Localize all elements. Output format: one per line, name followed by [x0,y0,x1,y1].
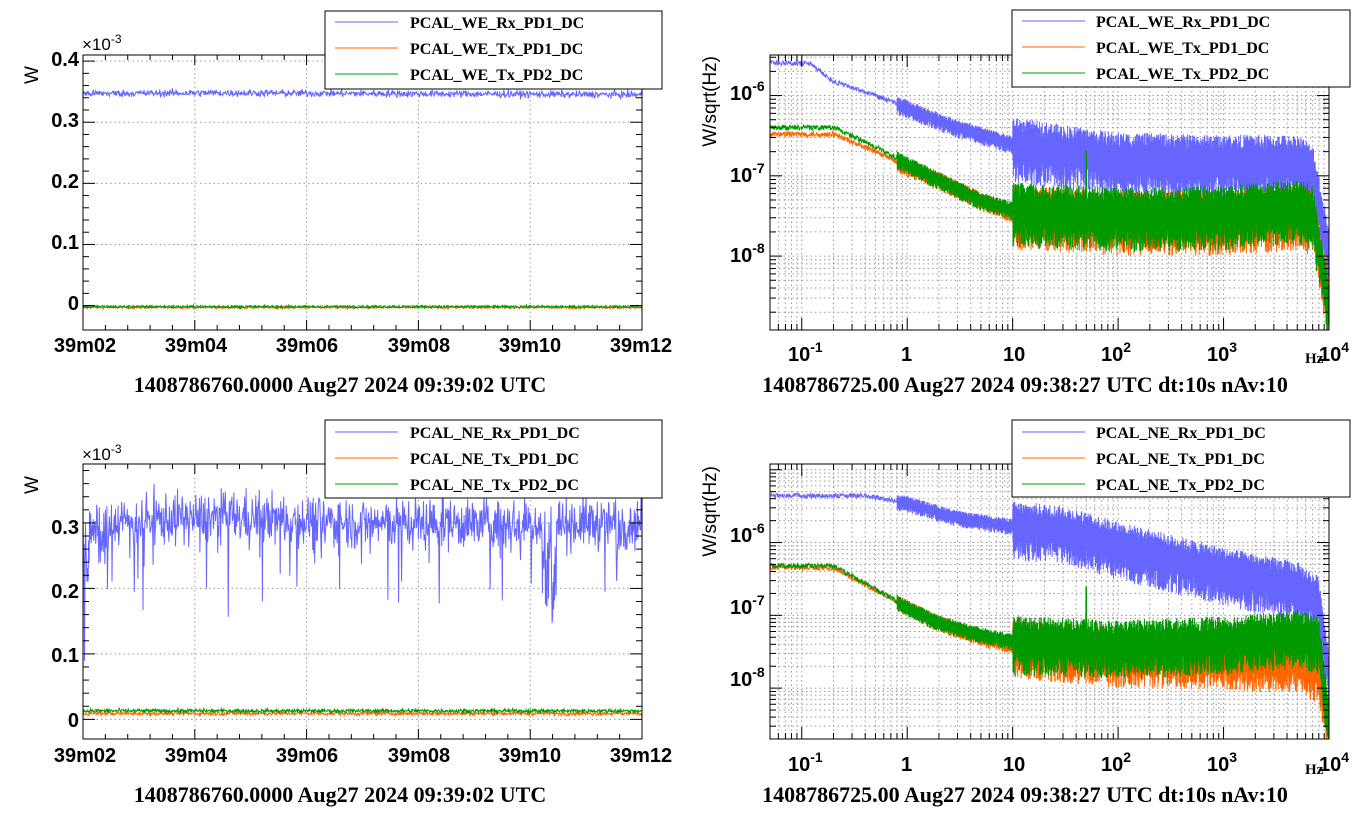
panel-ts-ne: W ×10-3 0 0.1 0.2 0.3 39m02 39m04 39m06 … [22,419,672,807]
x-tick-labels: 39m02 39m04 39m06 39m08 39m10 39m12 [54,335,672,357]
legend-entry: PCAL_WE_Tx_PD2_DC [410,67,583,84]
trace-tx-pd2 [82,706,643,716]
y-axis-label: W/sqrt(Hz) [700,466,721,557]
y-tick-label: 0 [68,293,79,315]
x-tick-labels: 39m02 39m04 39m06 39m08 39m10 39m12 [54,745,672,767]
x-tick-label: 102 [1101,339,1131,366]
legend-entry: PCAL_WE_Rx_PD1_DC [1096,14,1270,31]
trace-rx [82,483,643,661]
traces [82,88,643,311]
y-tick-label: 0.2 [51,581,79,603]
y-tick-labels: 10-8 10-7 10-6 [730,78,765,267]
x-axis-unit: Hz [1305,351,1324,367]
traces [769,491,1330,740]
x-tick-label: 10 [1003,754,1025,776]
y-tick-label: 0 [68,710,79,732]
legend-entry: PCAL_NE_Rx_PD1_DC [410,425,580,442]
x-tick-label: 39m08 [388,335,450,357]
trace-tx-pd2 [769,562,1330,740]
legend-box [324,10,663,90]
panel-ts-we: W ×10-3 0 0.1 0.2 0.3 0.4 39m02 39m04 39… [22,10,672,397]
x-tick-label: 39m06 [276,335,338,357]
legend: PCAL_NE_Rx_PD1_DC PCAL_NE_Tx_PD1_DC PCAL… [324,419,663,499]
x-tick-label: 102 [1101,749,1131,776]
y-tick-label: 0.1 [51,645,79,667]
y-tick-label: 10-6 [730,520,765,547]
legend-box [1011,9,1351,88]
legend-entry: PCAL_NE_Tx_PD2_DC [410,477,579,494]
trace-rx [769,491,1330,739]
legend-entry: PCAL_WE_Rx_PD1_DC [410,15,584,32]
x-tick-labels: 10-1 1 10 102 103 104 [788,339,1349,366]
x-tick-label: 10-1 [788,339,823,366]
trace-rx [82,88,643,100]
y-tick-label: 10-8 [730,664,765,691]
traces [82,483,643,718]
panel-asd-ne: W/sqrt(Hz) 10-8 10-7 10-6 10-1 1 10 102 … [700,419,1351,807]
legend: PCAL_WE_Rx_PD1_DC PCAL_WE_Tx_PD1_DC PCAL… [324,10,663,90]
y-tick-label: 10-6 [730,78,765,105]
y-tick-label: 10-8 [730,240,765,267]
y-multiplier: ×10-3 [82,442,122,464]
legend-entry: PCAL_WE_Tx_PD1_DC [410,41,583,58]
x-tick-label: 1 [901,754,912,776]
x-tick-label: 39m02 [54,745,116,767]
x-tick-label: 104 [1319,339,1349,366]
trace-tx-pd2 [82,303,643,311]
trace-tx-pd1 [82,708,643,718]
trace-tx-pd2 [769,123,1330,331]
x-tick-label: 39m06 [276,745,338,767]
y-tick-labels: 0 0.1 0.2 0.3 [51,517,79,732]
x-axis-title: 1408786725.00 Aug27 2024 09:38:27 UTC dt… [762,782,1288,807]
panel-asd-we: W/sqrt(Hz) 10-8 10-7 10-6 10-1 1 10 102 … [700,9,1351,397]
legend-entry: PCAL_NE_Rx_PD1_DC [1096,425,1266,442]
x-tick-label: 39m04 [165,745,228,767]
y-axis-label: W [22,476,43,494]
x-axis-title: 1408786725.00 Aug27 2024 09:38:27 UTC dt… [762,372,1288,397]
x-tick-label: 103 [1207,749,1237,776]
x-tick-label: 39m08 [388,745,450,767]
x-axis-unit: Hz [1305,762,1324,778]
x-axis-title: 1408786760.0000 Aug27 2024 09:39:02 UTC [134,782,547,807]
y-axis-label: W/sqrt(Hz) [700,56,721,147]
y-tick-labels: 10-8 10-7 10-6 [730,520,765,691]
y-multiplier: ×10-3 [82,32,122,54]
legend: PCAL_NE_Rx_PD1_DC PCAL_NE_Tx_PD1_DC PCAL… [1011,419,1351,498]
x-tick-label: 10 [1003,344,1025,366]
x-tick-label: 10-1 [788,749,823,776]
x-tick-label: 104 [1319,749,1349,776]
x-tick-label: 39m12 [610,335,672,357]
y-tick-label: 0.3 [51,110,79,132]
x-tick-label: 39m02 [54,335,116,357]
x-tick-label: 1 [901,344,912,366]
legend-entry: PCAL_NE_Tx_PD1_DC [410,451,579,468]
y-tick-label: 0.2 [51,171,79,193]
legend-entry: PCAL_NE_Tx_PD2_DC [1096,477,1265,494]
x-tick-label: 39m12 [610,745,672,767]
x-tick-label: 39m10 [499,335,561,357]
y-axis-label: W [22,66,43,84]
y-tick-labels: 0 0.1 0.2 0.3 0.4 [51,49,80,315]
plot-area [83,55,642,330]
y-tick-label: 0.3 [51,517,79,539]
legend-box [324,419,663,499]
x-tick-labels: 10-1 1 10 102 103 104 [788,749,1349,776]
legend-entry: PCAL_NE_Tx_PD1_DC [1096,451,1265,468]
trace-rx [769,58,1330,330]
legend: PCAL_WE_Rx_PD1_DC PCAL_WE_Tx_PD1_DC PCAL… [1011,9,1351,88]
x-tick-label: 39m10 [499,745,561,767]
legend-entry: PCAL_WE_Tx_PD2_DC [1096,66,1269,83]
x-tick-label: 103 [1207,339,1237,366]
y-tick-label: 0.4 [51,49,80,71]
traces [769,58,1330,331]
y-tick-label: 10-7 [730,160,765,187]
legend-entry: PCAL_WE_Tx_PD1_DC [1096,40,1269,57]
x-axis-title: 1408786760.0000 Aug27 2024 09:39:02 UTC [134,372,547,397]
y-tick-label: 0.1 [51,232,79,254]
x-tick-label: 39m04 [165,335,228,357]
y-tick-label: 10-7 [730,592,765,619]
